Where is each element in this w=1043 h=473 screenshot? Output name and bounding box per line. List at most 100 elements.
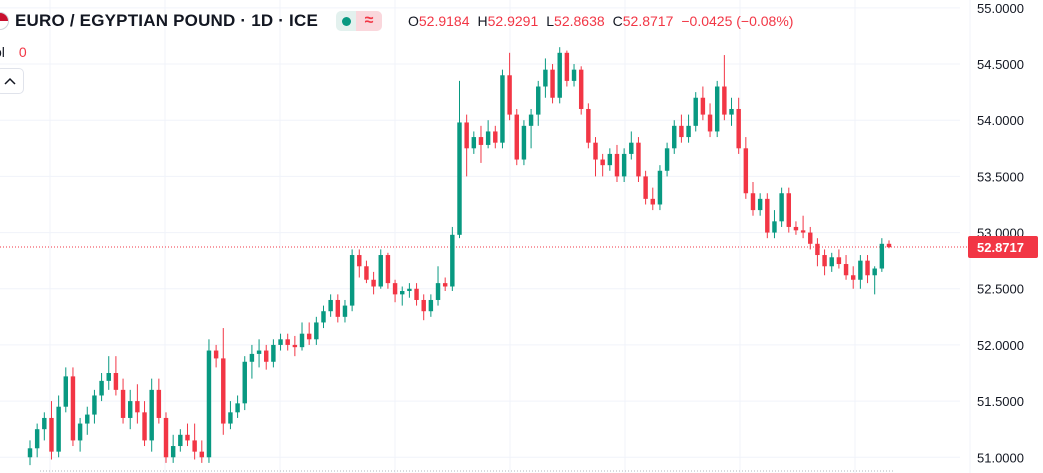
candle: [349, 249, 355, 312]
candle-body: [421, 299, 426, 312]
candle: [779, 187, 784, 227]
collapse-legend-button[interactable]: [0, 68, 24, 94]
candle: [357, 249, 362, 278]
candle-body: [378, 255, 383, 287]
candle-body: [457, 122, 462, 235]
symbol-title[interactable]: EURO / EGYPTIAN POUND · 1D · ICE: [15, 11, 318, 30]
candle: [793, 221, 799, 235]
candle-body: [543, 69, 548, 87]
candle-body: [836, 257, 842, 265]
candles-layer: [27, 47, 892, 466]
candle: [593, 137, 598, 177]
candle-body: [693, 97, 698, 126]
candle-body: [342, 305, 348, 317]
candle: [679, 114, 684, 143]
candle-body: [478, 137, 484, 145]
change-value: −0.0425 (−0.08%): [681, 13, 794, 29]
candle-body: [185, 434, 190, 441]
candle-body: [271, 344, 276, 362]
candle: [378, 249, 383, 289]
candle-body: [815, 243, 820, 256]
candle-body: [729, 108, 734, 115]
grid-layer: [0, 0, 971, 473]
candle-body: [636, 142, 641, 177]
candle: [328, 294, 333, 317]
last-price-tag-bg: [968, 235, 1038, 258]
candle-body: [85, 414, 90, 424]
candle-body: [400, 290, 405, 295]
candle: [858, 255, 863, 289]
candle-body: [156, 389, 162, 418]
candle: [170, 434, 176, 463]
candle: [772, 210, 777, 239]
market-open-badge[interactable]: [336, 11, 356, 31]
candle-body: [328, 299, 333, 312]
candle-body: [600, 159, 605, 166]
candle: [163, 412, 169, 463]
candle-body: [392, 283, 398, 295]
replay-badge[interactable]: ≈: [356, 11, 382, 31]
candle-body: [306, 333, 312, 340]
candle: [192, 423, 197, 460]
candle: [808, 226, 813, 250]
volume-value: 0: [18, 44, 27, 60]
candle-body: [808, 232, 813, 244]
candle: [428, 294, 434, 317]
candle: [765, 193, 770, 239]
candle: [657, 165, 663, 211]
candle-body: [56, 406, 61, 452]
candle: [149, 378, 154, 452]
candle-body: [42, 417, 47, 430]
market-status-badges[interactable]: ≈: [336, 11, 382, 31]
candle-body: [414, 288, 419, 300]
candle-body: [578, 69, 584, 109]
candle-body: [850, 275, 856, 280]
candle-body: [672, 125, 677, 149]
candle: [278, 333, 283, 351]
candle: [42, 412, 47, 441]
candle-body: [879, 243, 885, 269]
symbol-legend: EURO / EGYPTIAN POUND · 1D · ICE ≈ O 52.…: [0, 8, 801, 34]
candle: [478, 125, 484, 163]
candle: [342, 299, 348, 323]
candle-body: [77, 423, 83, 441]
candle-body: [178, 434, 183, 447]
candle-body: [800, 230, 806, 233]
candle: [199, 440, 205, 463]
candle-body: [714, 86, 720, 132]
candle-body: [686, 125, 691, 138]
candle: [757, 193, 763, 216]
candle: [500, 69, 505, 149]
candle: [435, 266, 441, 306]
candle-body: [63, 376, 69, 407]
candle: [536, 80, 541, 126]
candle-body: [149, 389, 154, 441]
candle-body: [464, 122, 469, 149]
candle-body: [99, 380, 104, 396]
candle: [464, 114, 469, 177]
candle: [528, 108, 534, 149]
candle: [63, 367, 69, 413]
candle: [485, 120, 491, 149]
candle: [650, 187, 655, 211]
candle: [142, 401, 147, 447]
candle-body: [349, 255, 355, 306]
candle-body: [92, 395, 97, 415]
candle-body: [650, 198, 655, 205]
candle-body: [571, 69, 577, 81]
candle-body: [285, 339, 290, 345]
candle: [564, 50, 570, 87]
candle: [815, 238, 820, 267]
candle-body: [278, 339, 283, 345]
candle: [750, 182, 756, 216]
candle-body: [192, 440, 197, 452]
price-axis[interactable]: 55.000054.500054.000053.500053.000052.50…: [977, 1, 1024, 465]
candle-body: [514, 114, 519, 160]
candle-body: [206, 350, 212, 458]
candle: [643, 170, 648, 205]
candle-body: [264, 350, 269, 362]
candle: [521, 120, 527, 166]
candle: [70, 367, 76, 447]
